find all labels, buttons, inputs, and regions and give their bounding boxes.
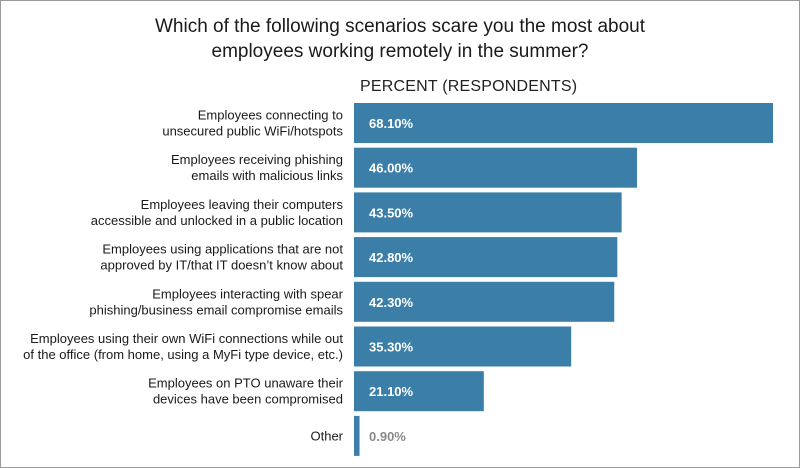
category-label-1: Employees receiving phishing emails with … <box>171 152 343 183</box>
category-label-7: Other <box>310 428 343 443</box>
bar-4 <box>354 281 615 322</box>
category-label-0: Employees connecting to unsecured public … <box>162 108 343 139</box>
bar-7 <box>354 415 360 456</box>
value-label-6: 21.10% <box>369 384 414 399</box>
value-label-5: 35.30% <box>369 340 414 355</box>
category-label-4: Employees interacting with spear phishing… <box>89 286 343 317</box>
axis-title: PERCENT (RESPONDENTS) <box>360 78 578 95</box>
bar-6 <box>354 371 484 412</box>
bar-2 <box>354 192 622 233</box>
category-label-2: Employees leaving their computers accessi… <box>91 197 344 228</box>
chart-title-line-1: Which of the following scenarios scare y… <box>154 16 646 37</box>
chart-title-line-2: employees working remotely in the summer… <box>211 41 589 62</box>
value-label-0: 68.10% <box>369 116 414 131</box>
value-label-4: 42.30% <box>369 295 414 310</box>
bar-0 <box>354 103 773 143</box>
value-label-7: 0.90% <box>369 429 406 444</box>
category-label-5: Employees using their own WiFi connectio… <box>23 331 343 362</box>
category-label-3: Employees using applications that are no… <box>100 242 343 273</box>
bar-3 <box>354 237 618 278</box>
category-label-6: Employees on PTO unaware their devices ha… <box>148 376 344 407</box>
bar-5 <box>354 326 572 367</box>
bar-1 <box>354 147 638 188</box>
value-label-2: 43.50% <box>369 205 414 220</box>
value-label-1: 46.00% <box>369 161 414 176</box>
chart-title: Which of the following scenarios scare y… <box>0 14 800 64</box>
value-label-3: 42.80% <box>369 250 414 265</box>
